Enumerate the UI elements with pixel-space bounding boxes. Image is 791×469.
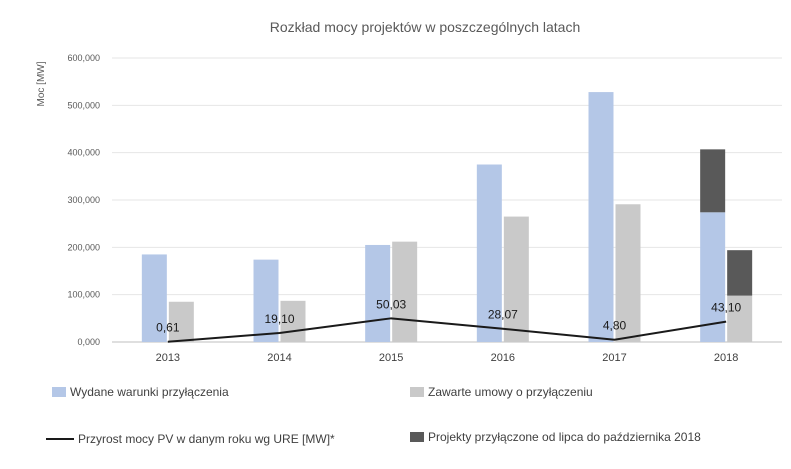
- bar-umowy: [727, 295, 753, 342]
- bar-projekty: [700, 149, 726, 213]
- bars: [141, 92, 753, 342]
- legend-swatch-przyrost: [46, 438, 74, 440]
- bar-warunki: [365, 244, 391, 342]
- bar-umowy: [392, 241, 418, 342]
- trend-line: 0,61 19,10 50,03 28,07 4,80 43,10: [156, 297, 742, 343]
- bar-warunki: [253, 259, 279, 342]
- bar-warunki: [700, 212, 726, 342]
- bar-warunki: [588, 92, 614, 342]
- bar-umowy: [168, 301, 194, 342]
- y-tick-label: 400,000: [67, 148, 100, 158]
- legend-label-przyrost: Przyrost mocy PV w danym roku wg URE [MW…: [78, 432, 335, 446]
- x-tick-label: 2015: [379, 352, 403, 364]
- legend-item-warunki: Wydane warunki przyłączenia: [52, 385, 229, 399]
- legend-label-warunki: Wydane warunki przyłączenia: [70, 385, 229, 399]
- bar-umowy: [280, 300, 306, 342]
- x-tick-label: 2013: [156, 352, 180, 364]
- chart-svg: Rozkład mocy projektów w poszczególnych …: [36, 19, 782, 364]
- y-axis-label: Moc [MW]: [36, 61, 47, 106]
- bar-warunki: [141, 254, 167, 342]
- data-label: 28,07: [488, 308, 518, 322]
- line-przyrost: [167, 317, 727, 343]
- data-label: 0,61: [156, 321, 180, 335]
- data-label: 19,10: [264, 312, 294, 326]
- bar-umowy: [503, 216, 529, 342]
- x-tick-labels: 2013 2014 2015 2016 2017 2018: [156, 352, 739, 364]
- y-tick-label: 100,000: [67, 290, 100, 300]
- bar-umowy: [615, 204, 641, 342]
- data-label: 50,03: [376, 297, 406, 311]
- legend-item-umowy: Zawarte umowy o przyłączeniu: [410, 385, 593, 399]
- x-tick-label: 2016: [491, 352, 515, 364]
- legend-label-umowy: Zawarte umowy o przyłączeniu: [428, 385, 593, 399]
- legend-label-projekty: Projekty przyłączone od lipca do paździe…: [428, 430, 701, 444]
- y-tick-label: 0,000: [77, 337, 100, 347]
- legend-swatch-projekty: [410, 432, 424, 442]
- legend-item-projekty: Projekty przyłączone od lipca do paździe…: [410, 430, 701, 444]
- chart-title: Rozkład mocy projektów w poszczególnych …: [270, 19, 580, 35]
- bar-warunki: [476, 164, 502, 342]
- y-tick-labels: 0,000 100,000 200,000 300,000 400,000 500,000…: [67, 53, 100, 347]
- y-tick-label: 200,000: [67, 242, 100, 252]
- y-tick-label: 300,000: [67, 195, 100, 205]
- x-tick-label: 2017: [602, 352, 626, 364]
- x-tick-label: 2018: [714, 352, 738, 364]
- bar-projekty: [727, 250, 753, 296]
- y-tick-label: 600,000: [67, 53, 100, 63]
- y-tick-label: 500,000: [67, 100, 100, 110]
- legend-swatch-umowy: [410, 387, 424, 397]
- data-label: 4,80: [603, 319, 627, 333]
- gridlines: [112, 57, 782, 343]
- x-tick-label: 2014: [267, 352, 291, 364]
- data-label: 43,10: [711, 301, 741, 315]
- legend-swatch-warunki: [52, 387, 66, 397]
- legend-item-przyrost: Przyrost mocy PV w danym roku wg URE [MW…: [46, 432, 335, 446]
